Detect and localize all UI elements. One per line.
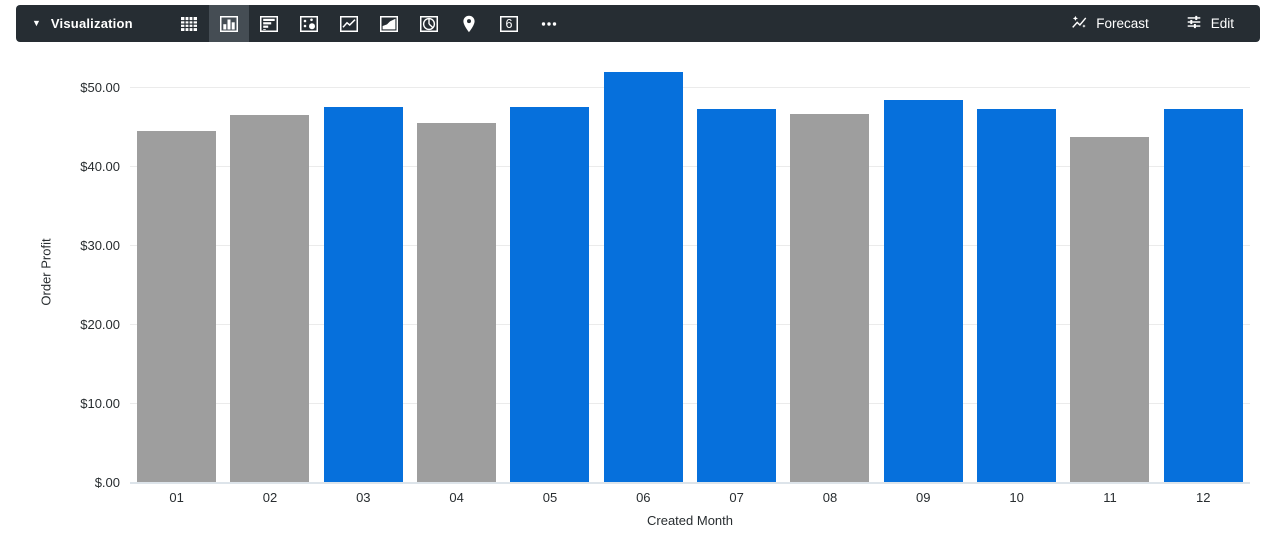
bar-10[interactable] [977,109,1057,483]
gridline [130,323,1250,325]
bar-slot [130,60,223,483]
pie-chart-icon[interactable] [409,5,449,42]
visualization-toolbar: ▼ Visualization [16,5,1260,42]
x-tick-label: 12 [1196,490,1211,505]
y-axis-tick-labels: $.00 $10.00 $20.00 $30.00 $40.00 $50.00 [0,60,120,490]
y-tick-label: $40.00 [80,158,120,174]
x-tick-label: 10 [1009,490,1024,505]
bar-slot [877,60,970,483]
table-icon[interactable] [169,5,209,42]
scatter-plot-icon[interactable] [289,5,329,42]
toolbar-title: Visualization [50,16,133,31]
bar-slot [783,60,876,483]
forecast-button[interactable]: Forecast [1070,13,1149,34]
gridline [130,402,1250,404]
x-tick-label: 07 [729,490,744,505]
x-tick-label: 11 [1103,490,1117,505]
bar-11[interactable] [1070,137,1150,483]
bar-slot [223,60,316,483]
y-tick-label: $20.00 [80,316,120,332]
single-value-glyph: 6 [505,17,512,31]
column-chart-icon[interactable] [208,5,249,42]
bar-06[interactable] [603,71,683,483]
bar-02[interactable] [230,115,310,483]
bar-07[interactable] [697,109,777,483]
edit-button[interactable]: Edit [1185,13,1234,34]
bar-01[interactable] [137,131,217,483]
bar-slot [597,60,690,483]
y-tick-label: $.00 [94,475,120,490]
bar-slot [690,60,783,483]
gridline [130,244,1250,246]
map-pin-icon[interactable] [449,5,489,42]
bar-slot [1063,60,1156,483]
forecast-label: Forecast [1096,16,1149,31]
more-options-icon[interactable] [529,5,569,42]
x-tick-label: 06 [636,490,651,505]
single-value-icon[interactable]: 6 [489,5,529,42]
toolbar-actions: Forecast Edit [1070,13,1260,34]
bar-slot [503,60,596,483]
edit-label: Edit [1210,16,1234,31]
bar-08[interactable] [790,113,870,483]
x-tick-label: 04 [449,490,464,505]
collapse-caret-icon[interactable]: ▼ [32,18,41,28]
bar-03[interactable] [323,106,403,483]
bar-12[interactable] [1163,109,1243,483]
line-chart-icon[interactable] [329,5,369,42]
x-tick-label: 05 [542,490,558,505]
plot-area [130,60,1250,484]
x-tick-label: 02 [262,490,278,505]
y-tick-label: $30.00 [80,237,120,253]
bar-slot [317,60,410,483]
x-axis-tick-labels: 01 02 03 04 05 06 07 08 09 10 11 12 [130,490,1250,505]
x-tick-label: 01 [169,490,184,505]
gridline [130,86,1250,88]
y-tick-label: $10.00 [80,395,120,411]
bar-05[interactable] [510,106,590,483]
bar-09[interactable] [883,99,963,483]
y-tick-label: $50.00 [80,79,120,95]
gridline [130,165,1250,167]
bar-series [130,60,1250,483]
area-chart-icon[interactable] [369,5,409,42]
bar-slot [970,60,1063,483]
edit-tune-icon [1185,13,1203,34]
x-axis-title: Created Month [647,513,733,528]
bar-chart-icon[interactable] [249,5,289,42]
x-tick-label: 03 [356,490,371,505]
bar-slot [410,60,503,483]
chart-type-switcher: 6 [169,5,569,42]
x-tick-label: 08 [822,490,838,505]
x-tick-label: 09 [916,490,931,505]
forecast-icon [1070,13,1088,34]
bar-04[interactable] [417,123,497,483]
x-axis-line [130,482,1250,484]
bar-slot [1157,60,1250,483]
